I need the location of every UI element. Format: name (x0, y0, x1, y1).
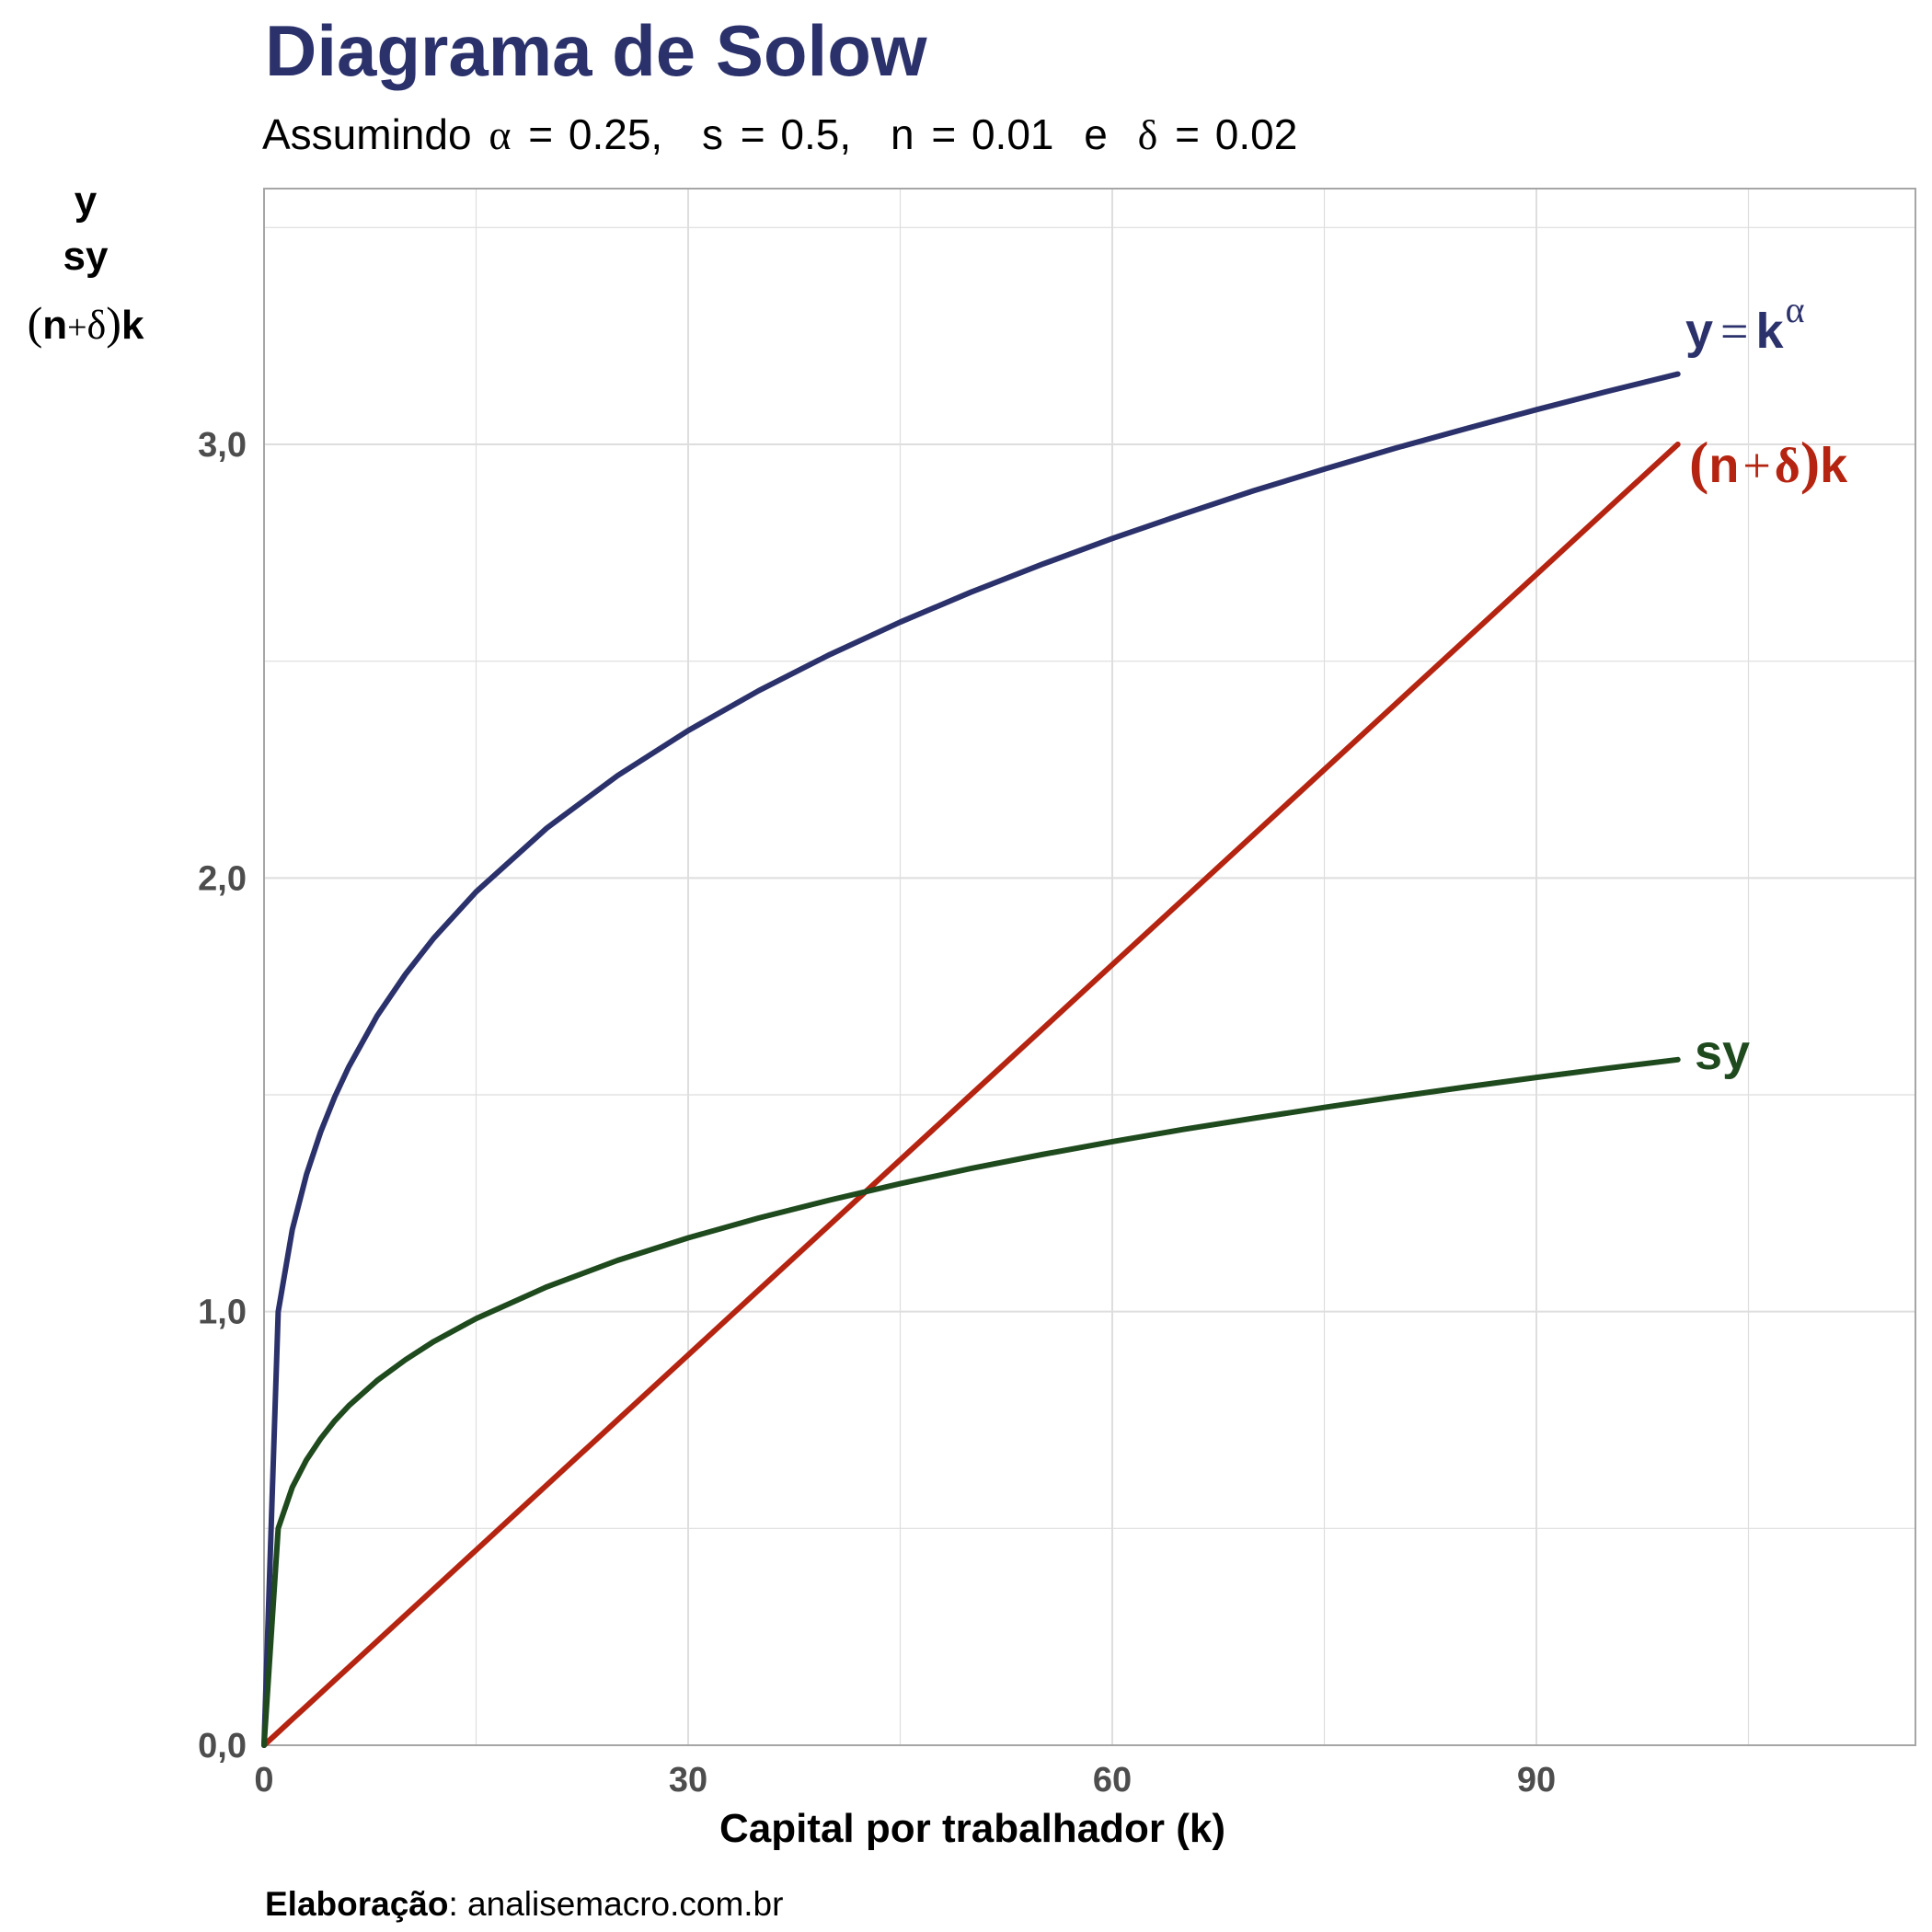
series-lines (261, 371, 1681, 1748)
x-tick-label: 0 (254, 1761, 273, 1800)
y-tick-label: 3,0 (198, 426, 247, 465)
series-label-sy: sy (1695, 1025, 1750, 1080)
x-axis-label: Capital por trabalhador (k) (719, 1806, 1225, 1851)
y-tick-label: 1,0 (198, 1294, 247, 1332)
y-axis-label-line3: (n+δ)k (28, 297, 144, 349)
series-line-y (261, 371, 1681, 1748)
gridlines (263, 189, 1915, 1746)
axis-ticks: 0 30 60 90 0,0 1,0 2,0 3,0 (198, 426, 1556, 1800)
series-label-y: y = kα (1685, 289, 1805, 359)
x-tick-label: 60 (1093, 1761, 1132, 1800)
y-axis-label-line1: y (75, 178, 98, 224)
plot-panel-border (263, 188, 1916, 1746)
y-axis-label-line2: sy (63, 234, 109, 279)
x-tick-label: 30 (669, 1761, 707, 1800)
caption: Elaboração: analisemacro.com.br (265, 1885, 783, 1923)
chart-title: Diagrama de Solow (265, 10, 927, 91)
x-tick-label: 90 (1517, 1761, 1556, 1800)
series-line-sy (261, 1056, 1681, 1748)
series-label-dep: (n+δ)k (1689, 430, 1848, 495)
series-line-dep (261, 442, 1681, 1748)
y-tick-label: 2,0 (198, 859, 247, 898)
chart-subtitle: Assumindo α = 0.25, s = 0.5, n = 0.01 e … (262, 110, 1297, 158)
y-tick-label: 0,0 (198, 1727, 247, 1765)
